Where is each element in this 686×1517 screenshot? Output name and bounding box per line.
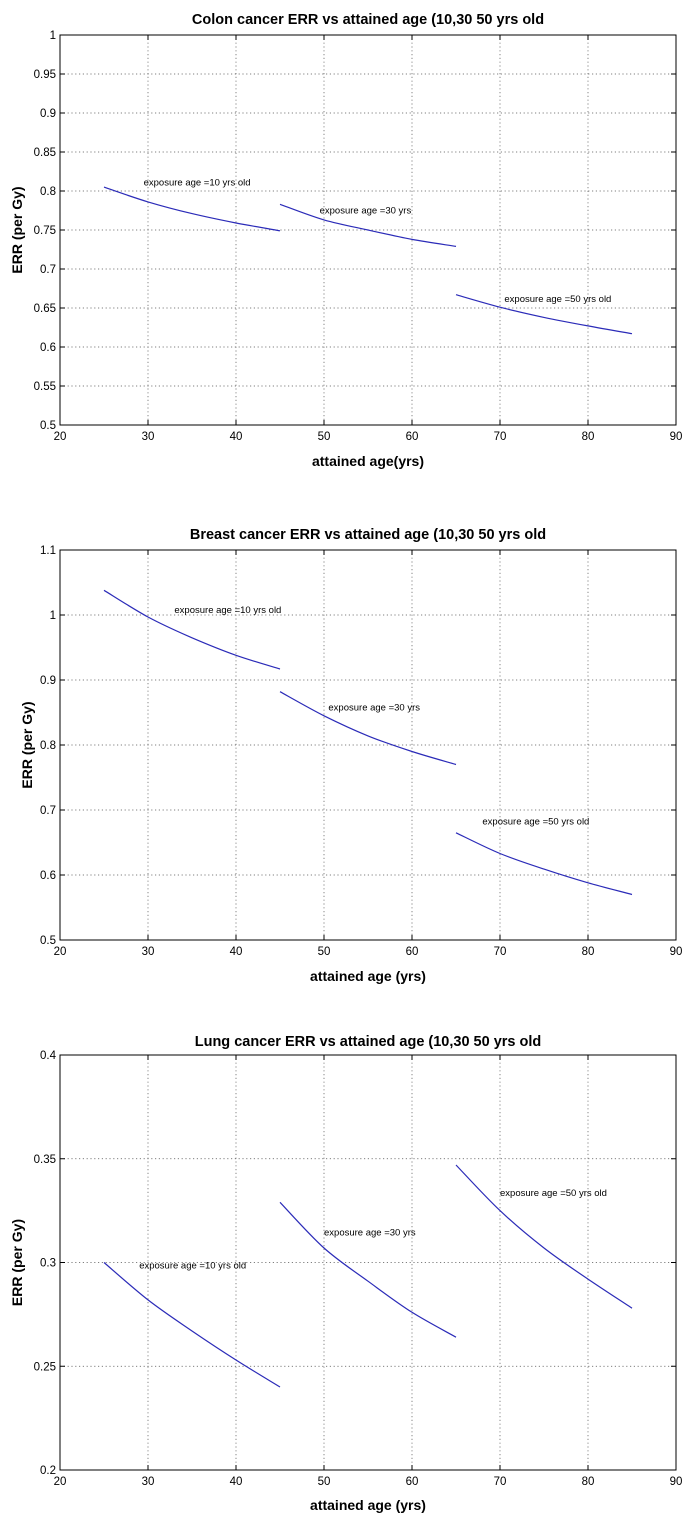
x-tick-label: 70: [494, 431, 507, 443]
chart-panel-3: 20 30 40 50 60 70 80 90 0.2 0.25 0.3 0.35 0.4 exposur…: [9, 1034, 682, 1513]
x-tick-label: 20: [54, 431, 67, 443]
y-tick-label: 1.1: [40, 545, 56, 557]
y-tick-label: 0.9: [40, 108, 56, 120]
series-line-2: [279, 203, 457, 247]
y-tick-label: 0.6: [40, 870, 56, 882]
x-tick-label: 50: [318, 1476, 331, 1488]
x-tick-label: 70: [494, 1476, 507, 1488]
chart-panel-2: 20 30 40 50 60 70 80 90 0.5 0.6 0.7 0.8 0.9 1 1.1 expos…: [19, 527, 682, 984]
y-axis-label: ERR (per Gy): [9, 1219, 25, 1306]
y-tick-label: 0.2: [40, 1465, 56, 1477]
x-axis-label: attained age (yrs): [310, 968, 426, 984]
annotation-2: exposure age =30 yrs: [324, 1228, 416, 1239]
y-tick-label: 0.3: [40, 1258, 56, 1270]
x-tick-label: 40: [230, 431, 243, 443]
annotation-1: exposure age =10 yrs old: [139, 1261, 246, 1272]
x-tick-label: 80: [582, 431, 595, 443]
annotation-2: exposure age =30 yrs: [320, 206, 412, 217]
series-line-1: [103, 589, 281, 670]
chart-title: Lung cancer ERR vs attained age (10,30 5…: [195, 1034, 542, 1050]
annotation-3: exposure age =50 yrs old: [504, 294, 611, 305]
y-tick-label: 0.7: [40, 264, 56, 276]
y-axis-label: ERR (per Gy): [9, 186, 25, 273]
y-tick-label: 1: [50, 610, 56, 622]
y-tick-label: 1: [50, 30, 56, 42]
x-tick-label: 80: [582, 1476, 595, 1488]
x-tick-label: 60: [406, 1476, 419, 1488]
y-tick-label: 0.65: [34, 303, 56, 315]
y-tick-label: 0.8: [40, 186, 56, 198]
x-tick-label: 30: [142, 431, 155, 443]
y-tick-label: 0.5: [40, 935, 56, 947]
annotation-3: exposure age =50 yrs old: [500, 1188, 607, 1199]
y-axis-label: ERR (per Gy): [19, 701, 35, 788]
x-tick-label: 40: [230, 1476, 243, 1488]
chart-panel-1: 20 30 40 50 60 70 80 90 0.5 0.55 0.6 0.65 0.7 0.75 0.8…: [9, 12, 682, 469]
x-tick-label: 90: [670, 946, 683, 958]
y-tick-label: 0.5: [40, 420, 56, 432]
x-tick-label: 40: [230, 946, 243, 958]
y-tick-label: 0.85: [34, 147, 56, 159]
series-line-1: [103, 1262, 281, 1388]
x-tick-label: 50: [318, 431, 331, 443]
y-tick-label: 0.35: [34, 1154, 56, 1166]
x-tick-label: 30: [142, 1476, 155, 1488]
y-tick-label: 0.25: [34, 1361, 56, 1373]
x-axis-label: attained age (yrs): [310, 1497, 426, 1513]
x-tick-label: 50: [318, 946, 331, 958]
y-tick-label: 0.7: [40, 805, 56, 817]
chart-title: Colon cancer ERR vs attained age (10,30 …: [192, 12, 544, 28]
x-tick-label: 20: [54, 1476, 67, 1488]
x-tick-label: 90: [670, 1476, 683, 1488]
x-tick-label: 30: [142, 946, 155, 958]
y-tick-label: 0.4: [40, 1050, 57, 1062]
y-tick-label: 0.95: [34, 69, 56, 81]
series-line-2: [279, 691, 457, 766]
chart-title: Breast cancer ERR vs attained age (10,30…: [190, 527, 546, 543]
x-axis-label: attained age(yrs): [312, 453, 424, 469]
series-line-1: [103, 186, 281, 232]
series-line-3: [455, 1164, 633, 1309]
x-tick-label: 60: [406, 946, 419, 958]
x-tick-label: 90: [670, 431, 683, 443]
annotation-3: exposure age =50 yrs old: [482, 816, 589, 827]
y-tick-label: 0.55: [34, 381, 56, 393]
y-tick-label: 0.9: [40, 675, 56, 687]
x-tick-label: 60: [406, 431, 419, 443]
series-line-3: [455, 832, 633, 896]
x-tick-label: 80: [582, 946, 595, 958]
y-tick-label: 0.6: [40, 342, 56, 354]
annotation-1: exposure age =10 yrs old: [144, 178, 251, 189]
series-line-2: [279, 1201, 457, 1338]
annotation-2: exposure age =30 yrs: [328, 703, 420, 714]
series-line-3: [455, 294, 633, 335]
x-tick-label: 20: [54, 946, 67, 958]
x-tick-label: 70: [494, 946, 507, 958]
y-tick-label: 0.8: [40, 740, 56, 752]
annotation-1: exposure age =10 yrs old: [174, 605, 281, 616]
y-tick-label: 0.75: [34, 225, 56, 237]
